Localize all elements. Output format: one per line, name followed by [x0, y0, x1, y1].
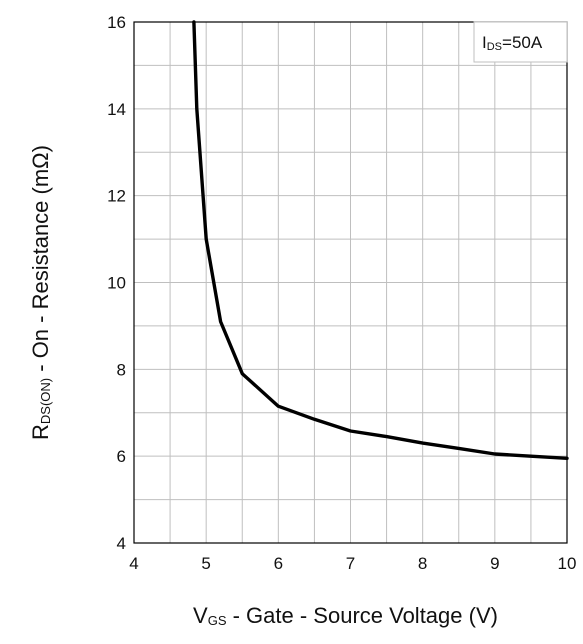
x-tick-label: 4 [129, 554, 138, 573]
y-axis-title-sub: DS(ON) [38, 378, 53, 424]
y-tick-label: 8 [117, 360, 126, 379]
legend-label-main: I [482, 33, 487, 52]
x-axis-title-rest: - Gate - Source Voltage (V) [227, 603, 498, 628]
y-tick-label: 16 [107, 13, 126, 32]
y-tick-label: 4 [117, 534, 126, 553]
y-tick-label: 6 [117, 447, 126, 466]
series-group [192, 20, 569, 460]
y-tick-label: 10 [107, 274, 126, 293]
legend-box [473, 21, 568, 63]
x-axis-title-sub: GS [208, 613, 227, 628]
legend-label-sub: DS [487, 41, 502, 53]
y-tick-label: 14 [107, 100, 126, 119]
x-tick-label: 7 [346, 554, 355, 573]
x-tick-label: 8 [418, 554, 427, 573]
grid [134, 22, 567, 543]
legend-label-rest: =50A [502, 33, 543, 52]
y-axis-title: RDS(ON) - On - Resistance (mΩ) [28, 145, 53, 440]
y-axis-ticks: 4 6 8 10 12 14 16 [107, 13, 126, 553]
series-line [192, 20, 569, 460]
x-tick-label: 6 [274, 554, 283, 573]
legend: IDS=50A [473, 21, 568, 63]
x-tick-label: 10 [558, 554, 577, 573]
x-axis-title: VGS - Gate - Source Voltage (V) [193, 603, 498, 628]
legend-label: IDS=50A [482, 33, 543, 53]
x-tick-label: 5 [201, 554, 210, 573]
x-axis-ticks: 4 5 6 7 8 9 10 [129, 554, 576, 573]
x-tick-label: 9 [490, 554, 499, 573]
plot-frame [133, 21, 568, 544]
y-axis-title-main: R [28, 424, 53, 440]
y-tick-label: 12 [107, 187, 126, 206]
x-axis-title-main: V [193, 603, 208, 628]
y-axis-title-rest: - On - Resistance (mΩ) [28, 145, 53, 378]
